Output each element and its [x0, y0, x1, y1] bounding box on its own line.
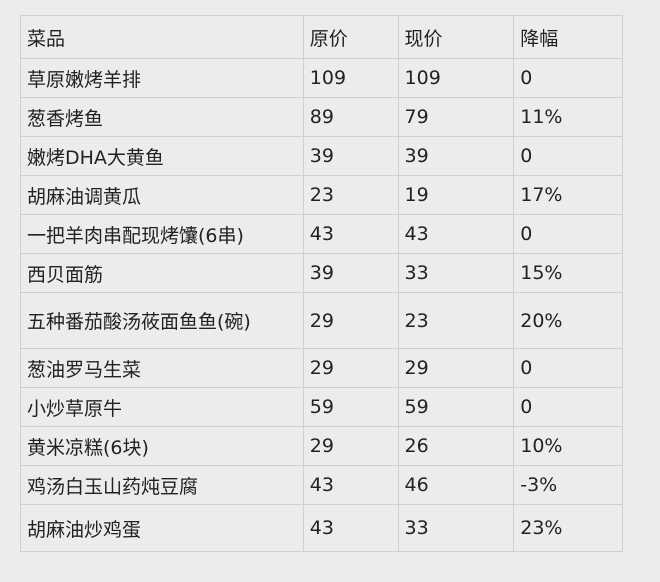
table-row: 胡麻油炒鸡蛋 43 33 23%	[20, 504, 623, 552]
table-row: 胡麻油调黄瓜 23 19 17%	[20, 175, 623, 215]
cell-discount: 0	[513, 214, 623, 254]
cell-discount: 0	[513, 58, 623, 98]
table-row: 五种番茄酸汤莜面鱼鱼(碗) 29 23 20%	[20, 292, 623, 349]
cell-current-price: 43	[397, 214, 515, 254]
cell-original-price: 39	[302, 136, 399, 176]
table-row: 黄米凉糕(6块) 29 26 10%	[20, 426, 623, 466]
cell-discount: 0	[513, 387, 623, 427]
table-row: 葱香烤鱼 89 79 11%	[20, 97, 623, 137]
cell-discount: 17%	[513, 175, 623, 215]
table-row: 葱油罗马生菜 29 29 0	[20, 348, 623, 388]
cell-original-price: 29	[302, 426, 399, 466]
cell-dish-name: 葱油罗马生菜	[20, 348, 304, 388]
cell-original-price: 23	[302, 175, 399, 215]
cell-dish-name: 一把羊肉串配现烤馕(6串)	[20, 214, 304, 254]
cell-discount: 0	[513, 136, 623, 176]
cell-current-price: 109	[397, 58, 515, 98]
cell-current-price: 59	[397, 387, 515, 427]
cell-current-price: 33	[397, 504, 515, 552]
cell-dish-name: 胡麻油炒鸡蛋	[20, 504, 304, 552]
cell-original-price: 29	[302, 348, 399, 388]
cell-discount: 20%	[513, 292, 623, 349]
header-discount: 降幅	[513, 15, 623, 59]
table-row: 西贝面筋 39 33 15%	[20, 253, 623, 293]
cell-original-price: 43	[302, 214, 399, 254]
cell-dish-name: 嫩烤DHA大黄鱼	[20, 136, 304, 176]
cell-current-price: 39	[397, 136, 515, 176]
header-dish-name: 菜品	[20, 15, 304, 59]
cell-discount: 0	[513, 348, 623, 388]
header-row: 菜品 原价 现价 降幅	[20, 15, 623, 59]
cell-original-price: 39	[302, 253, 399, 293]
cell-dish-name: 鸡汤白玉山药炖豆腐	[20, 465, 304, 505]
cell-discount: 10%	[513, 426, 623, 466]
table-row: 鸡汤白玉山药炖豆腐 43 46 -3%	[20, 465, 623, 505]
cell-original-price: 29	[302, 292, 399, 349]
cell-current-price: 33	[397, 253, 515, 293]
cell-original-price: 43	[302, 504, 399, 552]
cell-dish-name: 葱香烤鱼	[20, 97, 304, 137]
table-row: 草原嫩烤羊排 109 109 0	[20, 58, 623, 98]
table-row: 嫩烤DHA大黄鱼 39 39 0	[20, 136, 623, 176]
cell-dish-name: 胡麻油调黄瓜	[20, 175, 304, 215]
cell-original-price: 43	[302, 465, 399, 505]
header-current-price: 现价	[397, 15, 515, 59]
cell-current-price: 46	[397, 465, 515, 505]
cell-original-price: 89	[302, 97, 399, 137]
cell-discount: 23%	[513, 504, 623, 552]
cell-current-price: 19	[397, 175, 515, 215]
cell-discount: 11%	[513, 97, 623, 137]
cell-original-price: 59	[302, 387, 399, 427]
cell-original-price: 109	[302, 58, 399, 98]
cell-current-price: 79	[397, 97, 515, 137]
cell-current-price: 23	[397, 292, 515, 349]
price-table: 菜品 原价 现价 降幅 草原嫩烤羊排 109 109 0 葱香烤鱼 89 79 11% 嫩烤DHA大黄…	[20, 15, 623, 552]
cell-discount: 15%	[513, 253, 623, 293]
cell-current-price: 29	[397, 348, 515, 388]
header-original-price: 原价	[302, 15, 399, 59]
cell-discount: -3%	[513, 465, 623, 505]
cell-dish-name: 西贝面筋	[20, 253, 304, 293]
cell-dish-name: 草原嫩烤羊排	[20, 58, 304, 98]
cell-dish-name: 小炒草原牛	[20, 387, 304, 427]
cell-dish-name: 五种番茄酸汤莜面鱼鱼(碗)	[20, 292, 304, 349]
cell-dish-name: 黄米凉糕(6块)	[20, 426, 304, 466]
cell-current-price: 26	[397, 426, 515, 466]
table-row: 一把羊肉串配现烤馕(6串) 43 43 0	[20, 214, 623, 254]
table-row: 小炒草原牛 59 59 0	[20, 387, 623, 427]
